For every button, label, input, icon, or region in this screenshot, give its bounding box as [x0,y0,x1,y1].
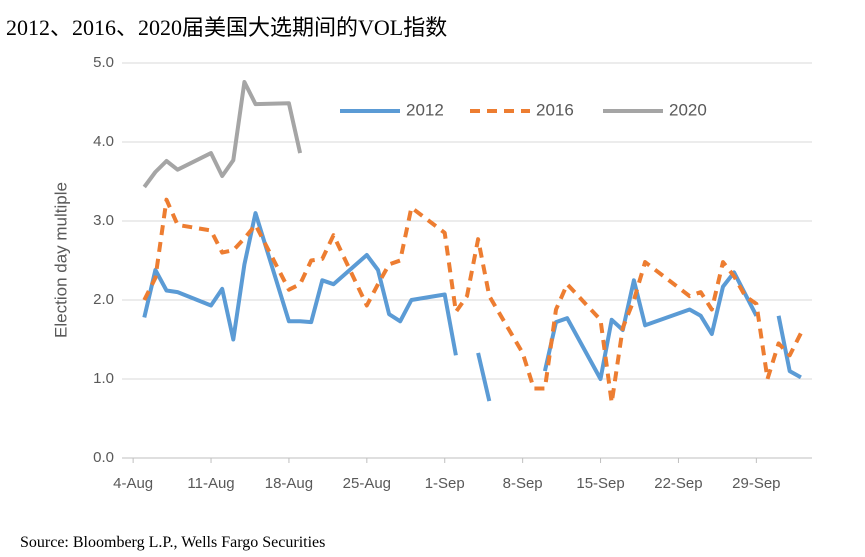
chart-title: 2012、2016、2020届美国大选期间的VOL指数 [6,15,447,40]
x-tick-label: 4-Aug [113,475,153,492]
series-line [142,211,802,402]
x-tick-label: 22-Sep [654,475,702,492]
source-note: Source: Bloomberg L.P., Wells Fargo Secu… [20,534,325,551]
legend-label: 2016 [536,100,574,119]
y-tick-label: 2.0 [93,291,114,308]
x-tick-label: 8-Sep [503,475,543,492]
x-tick-label: 15-Sep [576,475,624,492]
y-tick-label: 5.0 [93,54,114,71]
series-line [142,80,303,189]
series-line [142,197,803,405]
x-tick-label: 25-Aug [343,475,391,492]
y-tick-label: 4.0 [93,133,114,150]
x-tick-label: 11-Aug [187,475,234,492]
legend-label: 2012 [406,100,444,119]
y-tick-label: 0.0 [93,449,114,466]
legend-label: 2020 [669,100,707,119]
y-axis-label: Election day multiple [51,182,70,338]
x-tick-label: 1-Sep [425,475,465,492]
y-tick-label: 1.0 [93,370,114,387]
y-tick-label: 3.0 [93,212,114,229]
x-tick-label: 29-Sep [732,475,780,492]
x-tick-label: 18-Aug [265,475,313,492]
